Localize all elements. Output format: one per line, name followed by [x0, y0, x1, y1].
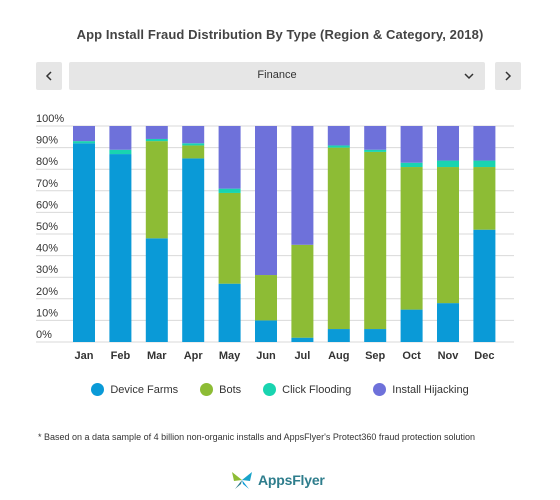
legend-swatch: [373, 383, 387, 396]
bar-segment-device-farms[interactable]: [291, 337, 314, 342]
x-tick-label: Jan: [75, 350, 94, 362]
bar-segment-install-hijacking[interactable]: [73, 126, 95, 142]
x-tick-label: May: [219, 350, 241, 362]
bar-segment-install-hijacking[interactable]: [473, 126, 496, 161]
x-tick-label: Jun: [256, 350, 276, 362]
x-tick-label: Aug: [328, 350, 349, 362]
chevron-left-icon: [45, 71, 52, 81]
legend-label: Bots: [219, 383, 242, 396]
bar-segment-click-flooding[interactable]: [364, 149, 387, 152]
legend-swatch: [263, 383, 277, 396]
bar-segment-install-hijacking[interactable]: [400, 126, 423, 163]
x-tick-label: Jul: [294, 350, 310, 362]
bar-segment-click-flooding[interactable]: [218, 188, 241, 193]
bar-segment-device-farms[interactable]: [218, 283, 241, 342]
legend-swatch: [91, 383, 105, 396]
bar-segment-bots[interactable]: [291, 244, 314, 338]
y-tick-label: 70%: [36, 178, 58, 190]
bar-segment-install-hijacking[interactable]: [182, 126, 205, 144]
bar-segment-device-farms[interactable]: [73, 143, 95, 342]
bar-segment-bots[interactable]: [327, 147, 350, 330]
bar-segment-install-hijacking[interactable]: [437, 126, 459, 161]
stacked-bar-chart: 0% 10% 20% 30% 40% 50% 60% 70% 80% 90% 100% Jan Feb M…: [36, 113, 514, 362]
bar-segment-install-hijacking[interactable]: [291, 126, 314, 245]
bar-segment-device-farms[interactable]: [437, 303, 459, 342]
legend-swatch: [200, 383, 214, 396]
bar-segment-device-farms[interactable]: [145, 238, 168, 342]
logo-text: AppsFlyer: [258, 472, 325, 488]
bar-segment-device-farms[interactable]: [473, 229, 496, 342]
y-tick-label: 30%: [36, 264, 58, 276]
bar-segment-click-flooding[interactable]: [327, 145, 350, 148]
previous-button[interactable]: [36, 62, 62, 90]
category-select[interactable]: Finance: [69, 62, 485, 90]
x-tick-label: Mar: [147, 350, 167, 362]
legend-label: Device Farms: [110, 383, 179, 396]
bar-segment-bots[interactable]: [145, 141, 168, 239]
bar-segment-device-farms[interactable]: [400, 309, 423, 342]
y-tick-label: 40%: [36, 243, 58, 255]
y-tick-label: 90%: [36, 135, 58, 147]
next-button[interactable]: [495, 62, 521, 90]
bar-segment-install-hijacking[interactable]: [255, 126, 277, 276]
legend-label: Click Flooding: [282, 383, 352, 396]
x-tick-label: Feb: [111, 350, 131, 362]
bar-segment-device-farms[interactable]: [109, 154, 132, 342]
legend-label: Install Hijacking: [392, 383, 469, 396]
chart-legend: Device Farms Bots Click Flooding Install Hi…: [0, 383, 560, 396]
bar-segment-click-flooding[interactable]: [145, 138, 168, 142]
bar-segment-install-hijacking[interactable]: [364, 126, 387, 150]
x-tick-label: Sep: [365, 350, 385, 362]
bar-segment-click-flooding[interactable]: [473, 160, 496, 168]
bar-segment-install-hijacking[interactable]: [145, 126, 168, 139]
bar-segment-device-farms[interactable]: [255, 320, 277, 342]
category-select-value: Finance: [257, 69, 297, 81]
bar-segment-install-hijacking[interactable]: [327, 126, 350, 146]
y-tick-label: 0%: [36, 329, 52, 341]
bar-segment-device-farms[interactable]: [364, 329, 387, 342]
chevron-down-icon: [464, 73, 474, 80]
y-tick-label: 10%: [36, 307, 58, 319]
bar-segment-click-flooding[interactable]: [400, 162, 423, 168]
legend-item[interactable]: Device Farms: [91, 383, 178, 396]
legend-item[interactable]: Bots: [200, 383, 241, 396]
appsflyer-logo-icon: [232, 472, 252, 489]
legend-item[interactable]: Install Hijacking: [373, 383, 469, 396]
y-tick-label: 100%: [36, 113, 64, 125]
bar-segment-bots[interactable]: [473, 167, 496, 230]
y-tick-label: 20%: [36, 286, 58, 298]
bar-segment-bots[interactable]: [400, 167, 423, 310]
bar-segment-click-flooding[interactable]: [109, 149, 132, 155]
chart-title: App Install Fraud Distribution By Type (…: [76, 27, 484, 42]
bar-segment-bots[interactable]: [182, 145, 205, 159]
bar-segment-bots[interactable]: [437, 167, 459, 304]
bar-segment-device-farms[interactable]: [182, 158, 205, 342]
y-tick-label: 80%: [36, 156, 58, 168]
bar-segment-device-farms[interactable]: [327, 329, 350, 342]
bar-segment-bots[interactable]: [364, 151, 387, 330]
x-tick-label: Apr: [184, 350, 204, 362]
chevron-right-icon: [505, 71, 512, 81]
bar-segment-click-flooding[interactable]: [437, 160, 459, 168]
bar-segment-install-hijacking[interactable]: [109, 126, 132, 150]
x-tick-label: Nov: [438, 350, 460, 362]
x-tick-label: Oct: [402, 350, 421, 362]
bar-segment-install-hijacking[interactable]: [218, 126, 241, 189]
x-tick-label: Dec: [474, 350, 494, 362]
legend-item[interactable]: Click Flooding: [263, 383, 351, 396]
bar-segment-click-flooding[interactable]: [73, 141, 95, 144]
bar-segment-bots[interactable]: [218, 192, 241, 284]
bar-segment-bots[interactable]: [255, 275, 277, 321]
appsflyer-logo: AppsFlyer: [229, 469, 325, 491]
bar-segment-click-flooding[interactable]: [182, 143, 205, 146]
y-tick-label: 50%: [36, 221, 58, 233]
y-tick-label: 60%: [36, 199, 58, 211]
footnote: * Based on a data sample of 4 billion no…: [38, 432, 475, 442]
